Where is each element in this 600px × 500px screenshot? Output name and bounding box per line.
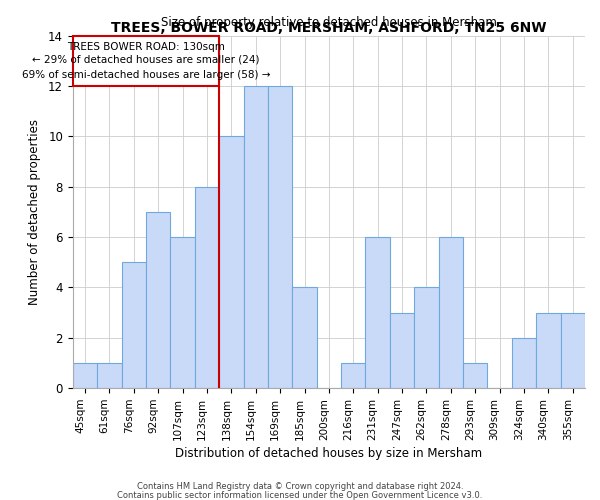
Bar bbox=[536, 312, 560, 388]
Bar bbox=[170, 237, 195, 388]
Bar bbox=[390, 312, 414, 388]
Bar bbox=[122, 262, 146, 388]
Text: Size of property relative to detached houses in Mersham: Size of property relative to detached ho… bbox=[161, 16, 497, 28]
Y-axis label: Number of detached properties: Number of detached properties bbox=[28, 119, 41, 305]
Bar bbox=[73, 363, 97, 388]
Bar bbox=[219, 136, 244, 388]
Bar bbox=[292, 288, 317, 388]
Bar bbox=[97, 363, 122, 388]
Text: Contains HM Land Registry data © Crown copyright and database right 2024.: Contains HM Land Registry data © Crown c… bbox=[137, 482, 463, 491]
FancyBboxPatch shape bbox=[73, 36, 219, 86]
Bar bbox=[146, 212, 170, 388]
Bar bbox=[439, 237, 463, 388]
X-axis label: Distribution of detached houses by size in Mersham: Distribution of detached houses by size … bbox=[175, 447, 482, 460]
Title: TREES, BOWER ROAD, MERSHAM, ASHFORD, TN25 6NW: TREES, BOWER ROAD, MERSHAM, ASHFORD, TN2… bbox=[111, 20, 547, 34]
Bar bbox=[365, 237, 390, 388]
Bar bbox=[463, 363, 487, 388]
Bar bbox=[512, 338, 536, 388]
Bar bbox=[195, 187, 219, 388]
Text: ← 29% of detached houses are smaller (24): ← 29% of detached houses are smaller (24… bbox=[32, 54, 260, 64]
Text: TREES BOWER ROAD: 130sqm: TREES BOWER ROAD: 130sqm bbox=[67, 42, 225, 52]
Bar bbox=[414, 288, 439, 388]
Bar bbox=[560, 312, 585, 388]
Bar bbox=[244, 86, 268, 388]
Text: Contains public sector information licensed under the Open Government Licence v3: Contains public sector information licen… bbox=[118, 490, 482, 500]
Bar bbox=[341, 363, 365, 388]
Bar bbox=[268, 86, 292, 388]
Text: 69% of semi-detached houses are larger (58) →: 69% of semi-detached houses are larger (… bbox=[22, 70, 270, 80]
